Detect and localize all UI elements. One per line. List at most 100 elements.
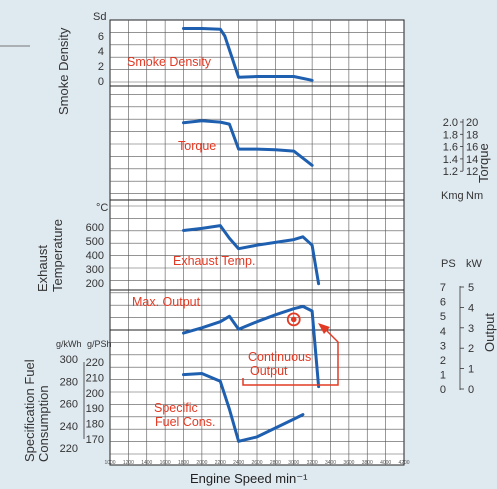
exhaust-tick: 300 — [86, 264, 104, 276]
torque-annotation: Torque — [178, 139, 216, 153]
fuel-tick-psh: 190 — [86, 403, 104, 415]
fuel-tick-kwh: 280 — [60, 376, 78, 388]
output-tick-ps: 0 — [440, 384, 446, 396]
torque-tick-kgm: 1.8 — [443, 129, 458, 141]
x-tick: 2400 — [233, 460, 244, 466]
output-tick-ps: 6 — [440, 297, 446, 309]
exhaust-tick: 200 — [86, 278, 104, 290]
smoke-unit: Sd — [93, 11, 106, 23]
exhaust-annotation: Exhaust Temp. — [173, 254, 255, 268]
continuous-output-leader — [242, 329, 339, 386]
x-tick: 3600 — [343, 460, 354, 466]
x-tick: 3000 — [288, 460, 299, 466]
torque-curve — [182, 119, 314, 167]
exhaust-tick: 400 — [86, 250, 104, 262]
x-tick-labels: 1000 1200 1400 1600 1800 2000 2200 2400 2600 2800… — [104, 460, 409, 466]
max-output-annotation: Max. Output — [132, 295, 201, 309]
output-tick-ps: 4 — [440, 326, 446, 338]
x-tick: 1800 — [178, 460, 189, 466]
output-tick-ps: 1 — [440, 370, 446, 382]
output-unit-ps: PS — [441, 258, 456, 270]
torque-ylabel: Torque — [476, 143, 491, 183]
fuel-unit-psh: g/PSh — [87, 339, 112, 349]
output-tick-ps: 3 — [440, 340, 446, 352]
torque-tick-kgm: 1.6 — [443, 142, 458, 154]
fuel-tick-psh: 220 — [86, 357, 104, 369]
x-tick: 4000 — [380, 460, 391, 466]
x-tick: 2000 — [196, 460, 207, 466]
fuel-tick-psh: 180 — [86, 419, 104, 431]
torque-tick-nm: 20 — [466, 117, 478, 129]
smoke-ylabel: Smoke Density — [56, 27, 71, 115]
fuel-annotation-line2: Fuel Cons. — [155, 415, 215, 429]
exhaust-unit: °C — [96, 202, 108, 214]
smoke-tick: 6 — [98, 31, 104, 43]
output-tick-kw: 0 — [468, 384, 474, 396]
exhaust-ylabel-line1: Exhaust — [35, 245, 50, 292]
continuous-output-annotation-line2: Output — [250, 364, 288, 378]
torque-tick-kgm: 1.2 — [443, 166, 458, 178]
exhaust-ylabel-line2: Temperature — [50, 219, 65, 292]
smoke-tick: 0 — [98, 76, 104, 88]
x-tick: 1600 — [160, 460, 171, 466]
fuel-cons-curve — [182, 372, 305, 443]
torque-unit-kgm: Kmg — [441, 190, 464, 202]
output-unit-kw: kW — [466, 258, 483, 270]
torque-tick-nm: 16 — [466, 142, 478, 154]
exhaust-tick: 500 — [86, 236, 104, 248]
fuel-tick-kwh: 300 — [60, 354, 78, 366]
fuel-tick-kwh: 240 — [60, 421, 78, 433]
grid — [110, 20, 404, 465]
output-tick-ps: 2 — [440, 355, 446, 367]
smoke-tick: 4 — [98, 46, 104, 58]
continuous-output-marker-dot — [290, 316, 297, 323]
x-tick: 3800 — [362, 460, 373, 466]
smoke-annotation: Smoke Density — [127, 55, 212, 69]
fuel-unit-kwh: g/kWh — [56, 339, 82, 349]
x-tick: 2800 — [270, 460, 281, 466]
exhaust-temp-curve — [182, 224, 321, 286]
continuous-output-marker — [286, 312, 301, 327]
fuel-tick-psh: 210 — [86, 372, 104, 384]
torque-tick-nm: 18 — [466, 129, 478, 141]
x-tick: 1200 — [123, 460, 134, 466]
exhaust-tick: 600 — [86, 222, 104, 234]
fuel-ylabel-line1: Specification Fuel — [22, 359, 37, 462]
output-tick-kw: 4 — [468, 302, 474, 314]
torque-unit-nm: Nm — [466, 190, 483, 202]
fuel-tick-psh: 200 — [86, 388, 104, 400]
fuel-tick-kwh: 220 — [60, 443, 78, 455]
right-axes: 2.0 20 1.8 18 1.6 16 1.4 14 1.2 12 7 6 5 4 3 2 1 0 5 4 3 2 1 0 — [440, 117, 478, 396]
x-tick: 3400 — [325, 460, 336, 466]
x-axis-label: Engine Speed min⁻¹ — [190, 471, 308, 486]
output-tick-ps: 7 — [440, 282, 446, 294]
output-curve — [182, 304, 321, 389]
x-tick: 2200 — [215, 460, 226, 466]
x-tick: 3200 — [307, 460, 318, 466]
torque-tick-nm: 12 — [466, 166, 478, 178]
output-tick-kw: 2 — [468, 343, 474, 355]
fuel-tick-psh: 170 — [86, 434, 104, 446]
torque-tick-kgm: 2.0 — [443, 117, 458, 129]
output-tick-kw: 1 — [468, 364, 474, 376]
torque-tick-nm: 14 — [466, 154, 478, 166]
panel-separators — [110, 85, 404, 331]
x-tick: 1400 — [141, 460, 152, 466]
fuel-tick-kwh: 260 — [60, 399, 78, 411]
torque-tick-kgm: 1.4 — [443, 154, 458, 166]
smoke-tick: 2 — [98, 61, 104, 73]
smoke-density-curve — [182, 27, 314, 82]
tick-labels: 6 4 2 0 600 500 400 300 200 300 280 260 240 220 220 210… — [60, 31, 104, 455]
x-tick: 1000 — [104, 460, 115, 466]
output-tick-ps: 5 — [440, 311, 446, 323]
fuel-annotation-line1: Specific — [154, 401, 198, 415]
output-tick-kw: 5 — [468, 282, 474, 294]
x-tick: 4200 — [398, 460, 409, 466]
fuel-ylabel-line2: Consumption — [36, 385, 51, 462]
continuous-output-annotation-line1: Continuous — [248, 350, 311, 364]
curves — [182, 27, 321, 443]
x-tick: 2600 — [251, 460, 262, 466]
output-ylabel: Output — [482, 313, 497, 352]
output-tick-kw: 3 — [468, 323, 474, 335]
